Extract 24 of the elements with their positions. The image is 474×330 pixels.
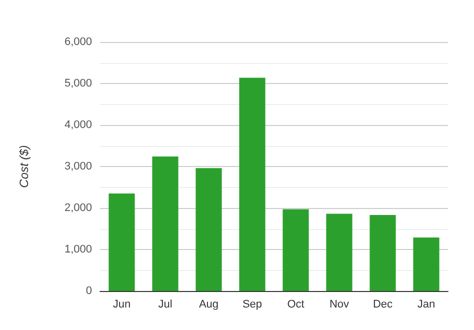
x-tick-label: Jul — [158, 298, 172, 310]
y-tick-label: 1,000 — [64, 244, 92, 256]
y-tick-label: 5,000 — [64, 78, 92, 90]
bar — [196, 168, 222, 291]
bar — [239, 78, 266, 291]
bar — [370, 215, 396, 291]
y-axis-title: Cost ($) — [17, 145, 31, 188]
bar — [108, 193, 135, 291]
x-tick-label: Nov — [329, 298, 350, 310]
x-tick-label: Sep — [242, 298, 262, 310]
x-tick-label: Jun — [112, 298, 131, 310]
bar — [326, 214, 352, 291]
bar — [282, 209, 309, 291]
y-tick-label: 4,000 — [64, 119, 92, 131]
x-tick-label: Jan — [417, 298, 436, 310]
y-tick-label: 3,000 — [64, 160, 92, 172]
x-tick-label: Dec — [372, 298, 394, 310]
bar — [152, 156, 178, 291]
x-tick-label: Aug — [198, 298, 219, 310]
x-tick-label: Oct — [287, 298, 304, 310]
y-tick-label: 2,000 — [64, 202, 92, 214]
bar — [413, 237, 440, 291]
y-tick-label: 0 — [86, 285, 92, 297]
y-tick-label: 6,000 — [64, 36, 92, 48]
